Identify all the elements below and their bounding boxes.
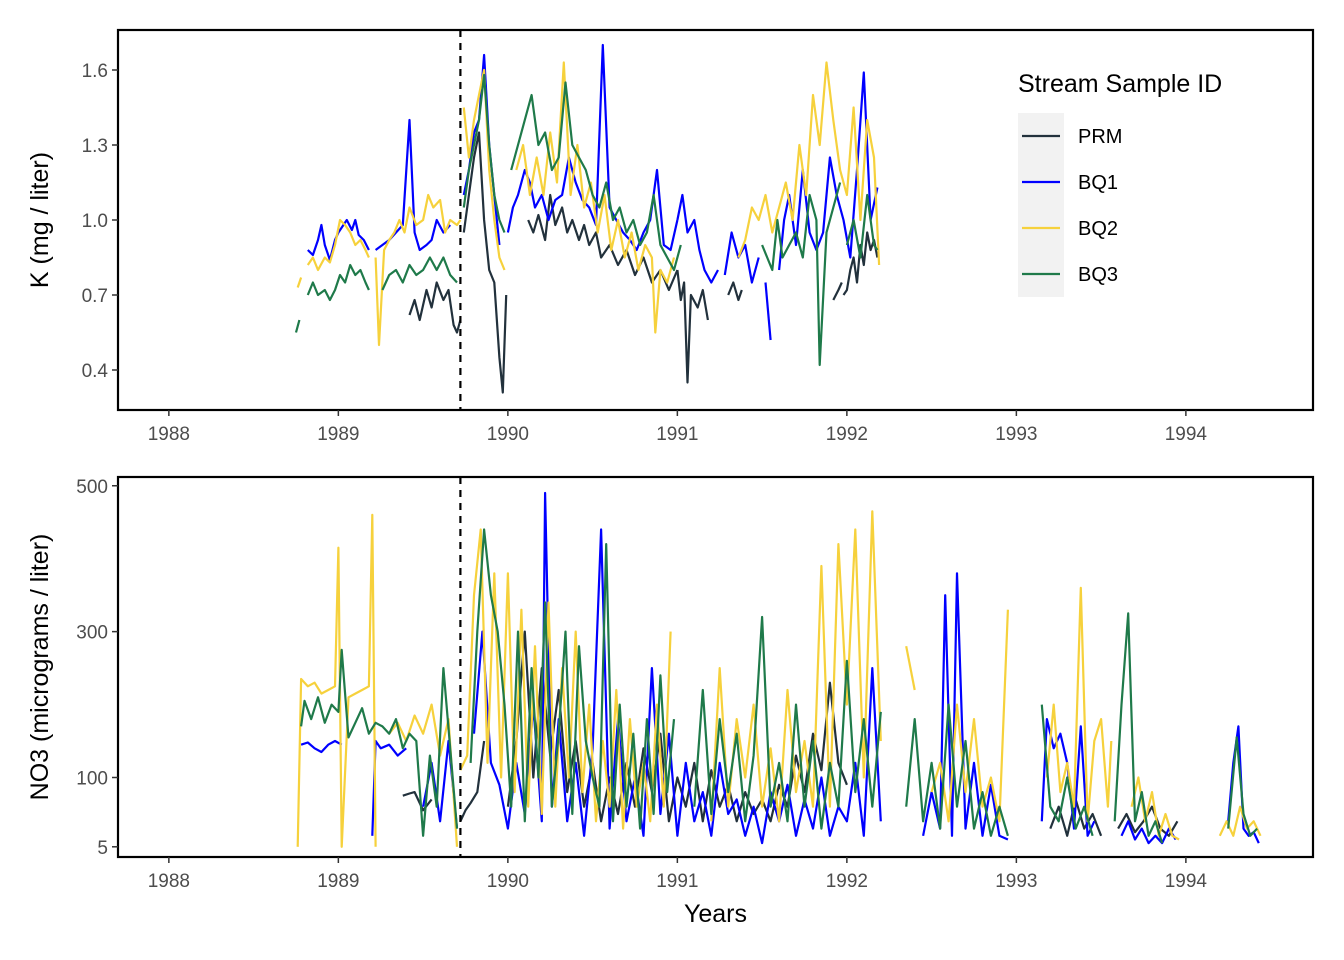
- nitrate-line-bq3: [469, 528, 676, 830]
- nitrate-x-axis-title: Years: [684, 900, 747, 928]
- nitrate-y-axis-title: NO3 (micrograms / liter): [26, 534, 54, 801]
- nitrate-line-prm: [459, 740, 486, 822]
- nitrate-y-tick-label: 500: [76, 477, 108, 498]
- potassium-line-prm: [832, 282, 843, 301]
- legend-item-bq2: BQ2: [1018, 205, 1118, 251]
- nitrate-line-bq1: [1120, 820, 1177, 845]
- nitrate-line-bq2: [1130, 776, 1180, 841]
- nitrate-line-bq2: [930, 609, 1009, 823]
- potassium-line-bq2: [462, 68, 506, 271]
- legend-item-bq1: BQ1: [1018, 159, 1118, 205]
- nitrate-line-bq2: [388, 703, 459, 847]
- nitrate-panel: 1988 1989 1990 1991 1992 1993 1994 5 100 300 500 NO…: [26, 475, 1315, 928]
- nitrate-line-bq3: [1227, 736, 1258, 837]
- legend-item-bq3: BQ3: [1018, 251, 1118, 297]
- legend-label: BQ1: [1078, 172, 1118, 194]
- potassium-panel: 1988 1989 1990 1991 1992 1993 1994 0.4 0.7 1.0 1.3…: [26, 28, 1315, 445]
- potassium-x-tick-label: 1993: [995, 424, 1037, 445]
- nitrate-line-bq2: [710, 510, 882, 823]
- potassium-y-tick-label: 1.3: [82, 136, 108, 157]
- potassium-line-bq3: [462, 73, 506, 233]
- nitrate-x-tick-label: 1988: [148, 871, 190, 892]
- legend-title: Stream Sample ID: [1018, 70, 1222, 98]
- nitrate-line-bq1: [300, 739, 343, 754]
- potassium-y-tick-label: 0.4: [82, 361, 109, 382]
- nitrate-x-tick-label: 1992: [826, 871, 868, 892]
- nitrate-line-bq2: [1045, 586, 1113, 823]
- potassium-line-bq3: [845, 193, 879, 259]
- potassium-line-prm: [527, 193, 679, 292]
- nitrate-line-bq2: [1218, 805, 1262, 837]
- potassium-line-bq3: [381, 256, 458, 291]
- potassium-line-bq2: [374, 193, 462, 347]
- potassium-line-bq2: [515, 61, 676, 334]
- potassium-line-bq2: [296, 277, 303, 288]
- potassium-line-bq2: [306, 218, 370, 272]
- potassium-series-bq2: [296, 61, 881, 347]
- potassium-series-lines: [294, 43, 881, 394]
- nitrate-line-bq2: [905, 645, 916, 691]
- nitrate-x-tick-label: 1993: [995, 871, 1037, 892]
- potassium-x-tick-label: 1988: [148, 424, 190, 445]
- legend-label: BQ2: [1078, 218, 1118, 240]
- nitrate-line-bq3: [300, 648, 459, 837]
- nitrate-line-bq3: [905, 703, 1009, 837]
- potassium-x-tick-label: 1991: [656, 424, 698, 445]
- nitrate-series-bq3: [300, 528, 1258, 844]
- potassium-line-prm: [462, 131, 508, 394]
- potassium-line-prm: [676, 269, 709, 384]
- potassium-line-bq3: [761, 182, 842, 367]
- potassium-line-bq1: [676, 193, 719, 284]
- nitrate-y-tick-label: 5: [97, 838, 108, 859]
- potassium-line-bq3: [294, 319, 301, 333]
- potassium-series-prm: [408, 131, 879, 394]
- nitrate-x-tick-label: 1991: [656, 871, 698, 892]
- potassium-y-axis-title: K (mg / liter): [26, 152, 54, 288]
- potassium-series-bq3: [294, 73, 879, 367]
- legend: Stream Sample ID PRM BQ1 BQ2 BQ3: [1018, 70, 1222, 297]
- potassium-x-tick-label: 1990: [487, 424, 529, 445]
- potassium-y-tick-label: 1.0: [82, 211, 108, 232]
- nitrate-line-bq2: [459, 528, 672, 830]
- potassium-y-tick-label: 0.7: [82, 286, 108, 307]
- legend-item-prm: PRM: [1018, 113, 1122, 159]
- potassium-line-bq3: [510, 81, 682, 272]
- nitrate-x-tick-label: 1994: [1165, 871, 1208, 892]
- nitrate-line-bq3: [1113, 612, 1164, 844]
- potassium-x-tick-label: 1992: [826, 424, 868, 445]
- legend-label: PRM: [1078, 126, 1122, 148]
- nitrate-series-bq2: [296, 510, 1262, 848]
- potassium-x-tick-label: 1994: [1165, 424, 1208, 445]
- legend-label: BQ3: [1078, 264, 1118, 286]
- nitrate-x-tick-label: 1989: [317, 871, 359, 892]
- nitrate-line-bq3: [693, 615, 882, 830]
- nitrate-panel-border: [116, 475, 1315, 859]
- potassium-x-tick-label: 1989: [317, 424, 359, 445]
- potassium-line-prm: [842, 231, 879, 296]
- potassium-line-bq2: [737, 61, 881, 266]
- potassium-line-prm: [408, 281, 462, 334]
- nitrate-line-bq3: [1040, 704, 1094, 837]
- potassium-y-tick-label: 1.6: [82, 61, 108, 82]
- nitrate-series-lines: [296, 491, 1262, 848]
- potassium-line-bq3: [306, 263, 370, 302]
- nitrate-x-tick-label: 1990: [487, 871, 529, 892]
- nitrate-y-tick-label: 100: [76, 768, 108, 789]
- nitrate-y-tick-label: 300: [76, 623, 108, 644]
- chart-panels: 1988 1989 1990 1991 1992 1993 1994 0.4 0.7 1.0 1.3…: [26, 28, 1315, 928]
- potassium-line-prm: [727, 281, 743, 302]
- nitrate-line-bq2: [296, 513, 377, 848]
- potassium-line-bq1: [764, 282, 772, 341]
